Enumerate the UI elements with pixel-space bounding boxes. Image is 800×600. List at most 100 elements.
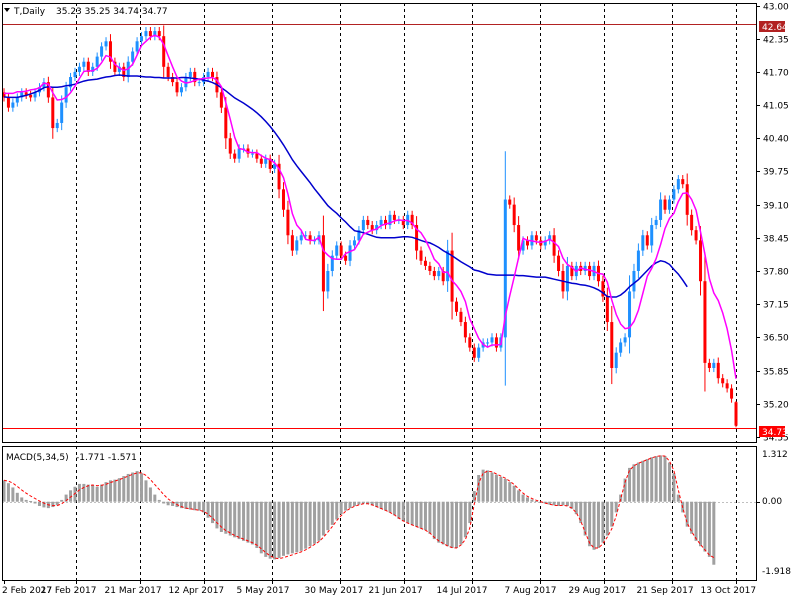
macd-bar — [64, 494, 68, 502]
macd-bar — [628, 467, 632, 502]
macd-bar — [685, 501, 689, 527]
macd-panel-frame — [2, 446, 757, 581]
macd-bar — [703, 501, 707, 552]
x-tick-label: 30 May 2017 — [305, 586, 364, 596]
candle-body — [446, 250, 450, 282]
macd-bar — [162, 501, 166, 504]
candle-body — [237, 148, 241, 159]
candle-body — [401, 219, 405, 226]
x-tick-label: 21 Mar 2017 — [105, 586, 162, 596]
candle-body — [286, 209, 290, 236]
macd-bar — [330, 501, 334, 525]
macd-bar — [512, 485, 516, 502]
y-tick-label: 43.00 — [763, 3, 789, 13]
macd-bar — [636, 462, 640, 502]
macd-bar — [255, 501, 259, 548]
candle-body — [512, 204, 516, 226]
macd-bar — [42, 501, 46, 508]
y-tick-label: 39.10 — [763, 202, 789, 212]
macd-bar — [379, 501, 383, 509]
candle-body — [521, 240, 525, 251]
moving-averages — [3, 34, 737, 379]
candle-body — [122, 66, 126, 78]
macd-bar — [131, 472, 135, 502]
macd-bar — [281, 501, 285, 556]
candle-body — [211, 71, 215, 78]
candle-body — [490, 337, 494, 343]
candle-body — [233, 153, 237, 159]
candle-body — [55, 122, 59, 129]
macd-bar — [184, 501, 188, 509]
macd-bar — [455, 501, 459, 548]
macd-bar — [357, 501, 361, 505]
macd-bar — [432, 501, 436, 540]
candle-body — [468, 337, 472, 348]
macd-bar — [326, 501, 330, 531]
candle-body — [583, 265, 587, 271]
macd-bar — [73, 486, 77, 502]
candle-body — [144, 31, 148, 37]
y-tick-label: 35.85 — [763, 368, 789, 378]
macd-bar — [423, 501, 427, 531]
macd-bar — [508, 482, 512, 502]
macd-bar — [552, 501, 556, 506]
candle-body — [632, 270, 636, 292]
y-tick-label: 39.75 — [763, 168, 789, 178]
candle-body — [712, 362, 716, 368]
macd-bar — [352, 501, 356, 506]
candle-body — [463, 322, 467, 338]
macd-bar — [712, 501, 716, 565]
macd-bar — [596, 501, 600, 548]
macd-bar — [122, 476, 126, 502]
candle-body — [77, 66, 81, 72]
macd-bar — [663, 456, 667, 502]
macd-bar — [290, 501, 294, 554]
macd-bar — [259, 501, 263, 554]
candle-body — [357, 230, 361, 241]
candle-body — [721, 378, 725, 384]
candle-body — [69, 77, 73, 88]
candle-body — [601, 281, 605, 297]
candle-body — [179, 87, 183, 93]
macd-bar — [144, 480, 148, 502]
candle-body — [2, 92, 6, 98]
macd-bar — [29, 501, 33, 502]
dropdown-triangle-icon[interactable] — [4, 8, 10, 12]
candle-body — [344, 255, 348, 261]
candle-body — [379, 219, 383, 226]
macd-bar — [24, 499, 28, 502]
macd-bar — [197, 501, 201, 511]
candle-body — [694, 230, 698, 241]
candle-body — [503, 199, 507, 338]
macd-bar — [614, 501, 618, 513]
x-tick-label: 5 May 2017 — [237, 586, 290, 596]
macd-bar — [91, 485, 95, 502]
macd-bar — [224, 501, 228, 534]
macd-bar — [375, 501, 379, 508]
candle-body — [645, 235, 649, 246]
candle-body — [228, 138, 232, 154]
candle-body — [299, 235, 303, 241]
candle-body — [375, 225, 379, 231]
macd-bar — [450, 501, 454, 548]
candle-body — [610, 322, 614, 368]
candle-body — [415, 225, 419, 251]
macd-bar — [344, 501, 348, 511]
macd-bar — [517, 490, 521, 502]
candle-body — [193, 71, 197, 83]
candle-body — [707, 362, 711, 368]
macd-bar — [561, 501, 565, 506]
candle-body — [352, 240, 356, 246]
candle-body — [494, 337, 498, 348]
macd-bar — [410, 501, 414, 525]
x-tick-label: 21 Sep 2017 — [637, 586, 694, 596]
candle-body — [623, 337, 627, 343]
macd-max-label: 1.312 — [762, 450, 788, 460]
candle-body — [24, 92, 28, 95]
macd-bar — [2, 480, 6, 502]
candle-body — [157, 31, 161, 37]
macd-bar — [273, 501, 277, 560]
macd-bar — [574, 501, 578, 515]
macd-bar — [654, 456, 658, 502]
